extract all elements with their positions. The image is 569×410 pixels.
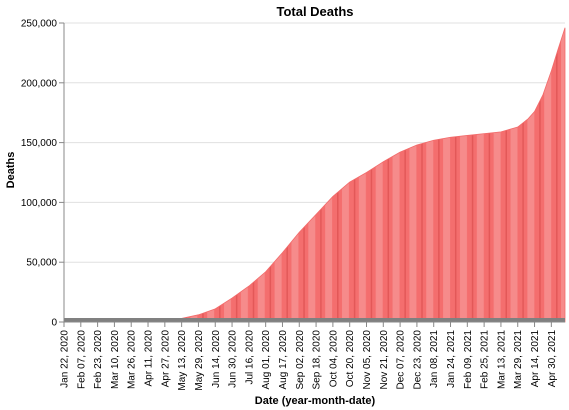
- y-tick-label: 50,000: [26, 258, 57, 269]
- deaths-area: [64, 27, 566, 323]
- x-tick-label: Jan 22, 2020: [60, 330, 71, 388]
- x-tick-label: Feb 23, 2020: [93, 330, 104, 389]
- x-tick-label: Sep 02, 2020: [295, 330, 306, 390]
- x-tick-label: Apr 11, 2020: [144, 330, 155, 387]
- x-tick-label: Mar 13, 2021: [496, 330, 507, 389]
- x-tick-label: Jan 24, 2021: [446, 330, 457, 388]
- x-tick-label: Aug 01, 2020: [261, 330, 272, 390]
- x-tick-label: Nov 21, 2020: [379, 330, 390, 390]
- x-tick-label: Mar 29, 2021: [513, 330, 524, 389]
- y-tick-label: 200,000: [21, 78, 58, 89]
- x-tick-label: May 13, 2020: [177, 330, 188, 391]
- x-tick-label: Jul 16, 2020: [244, 330, 255, 385]
- x-axis: Jan 22, 2020 Feb 07, 2020 Feb 23, 2020 Mar …: [60, 321, 565, 391]
- x-tick-label: Feb 09, 2021: [463, 330, 474, 389]
- x-tick-label: Dec 23, 2020: [412, 330, 423, 390]
- x-tick-label: Jan 08, 2021: [429, 330, 440, 388]
- x-tick-label: Jun 14, 2020: [211, 330, 222, 388]
- x-tick-label: Mar 10, 2020: [110, 330, 121, 389]
- x-tick-label: Feb 07, 2020: [76, 330, 87, 389]
- x-tick-label: Oct 20, 2020: [345, 330, 356, 388]
- x-tick-label: Apr 14, 2021: [530, 330, 541, 388]
- x-tick-label: Feb 25, 2021: [480, 330, 491, 389]
- x-tick-label: Dec 07, 2020: [396, 330, 407, 390]
- x-tick-label: Apr 27, 2020: [160, 330, 171, 388]
- y-tick-label: 150,000: [21, 138, 58, 149]
- y-axis-title: Deaths: [5, 152, 17, 189]
- baseline-band: [64, 318, 565, 322]
- x-tick-label: Jun 30, 2020: [228, 330, 239, 388]
- y-tick-label: 100,000: [21, 198, 58, 209]
- x-tick-label: Mar 26, 2020: [127, 330, 138, 389]
- x-tick-label: Nov 05, 2020: [362, 330, 373, 390]
- x-tick-label: Sep 18, 2020: [312, 330, 323, 390]
- chart-title: Total Deaths: [276, 4, 353, 19]
- x-tick-label: Oct 04, 2020: [328, 330, 339, 388]
- y-tick-label: 250,000: [21, 19, 58, 30]
- y-tick-label: 0: [51, 318, 57, 329]
- y-axis: 0 50,000 100,000 150,000 200,000 250,000: [21, 19, 65, 329]
- x-tick-label: Apr 30, 2021: [547, 330, 558, 388]
- area-layer: [64, 27, 566, 323]
- x-axis-title: Date (year-month-date): [255, 395, 376, 407]
- x-tick-label: Aug 17, 2020: [278, 330, 289, 390]
- x-tick-label: May 29, 2020: [194, 330, 205, 391]
